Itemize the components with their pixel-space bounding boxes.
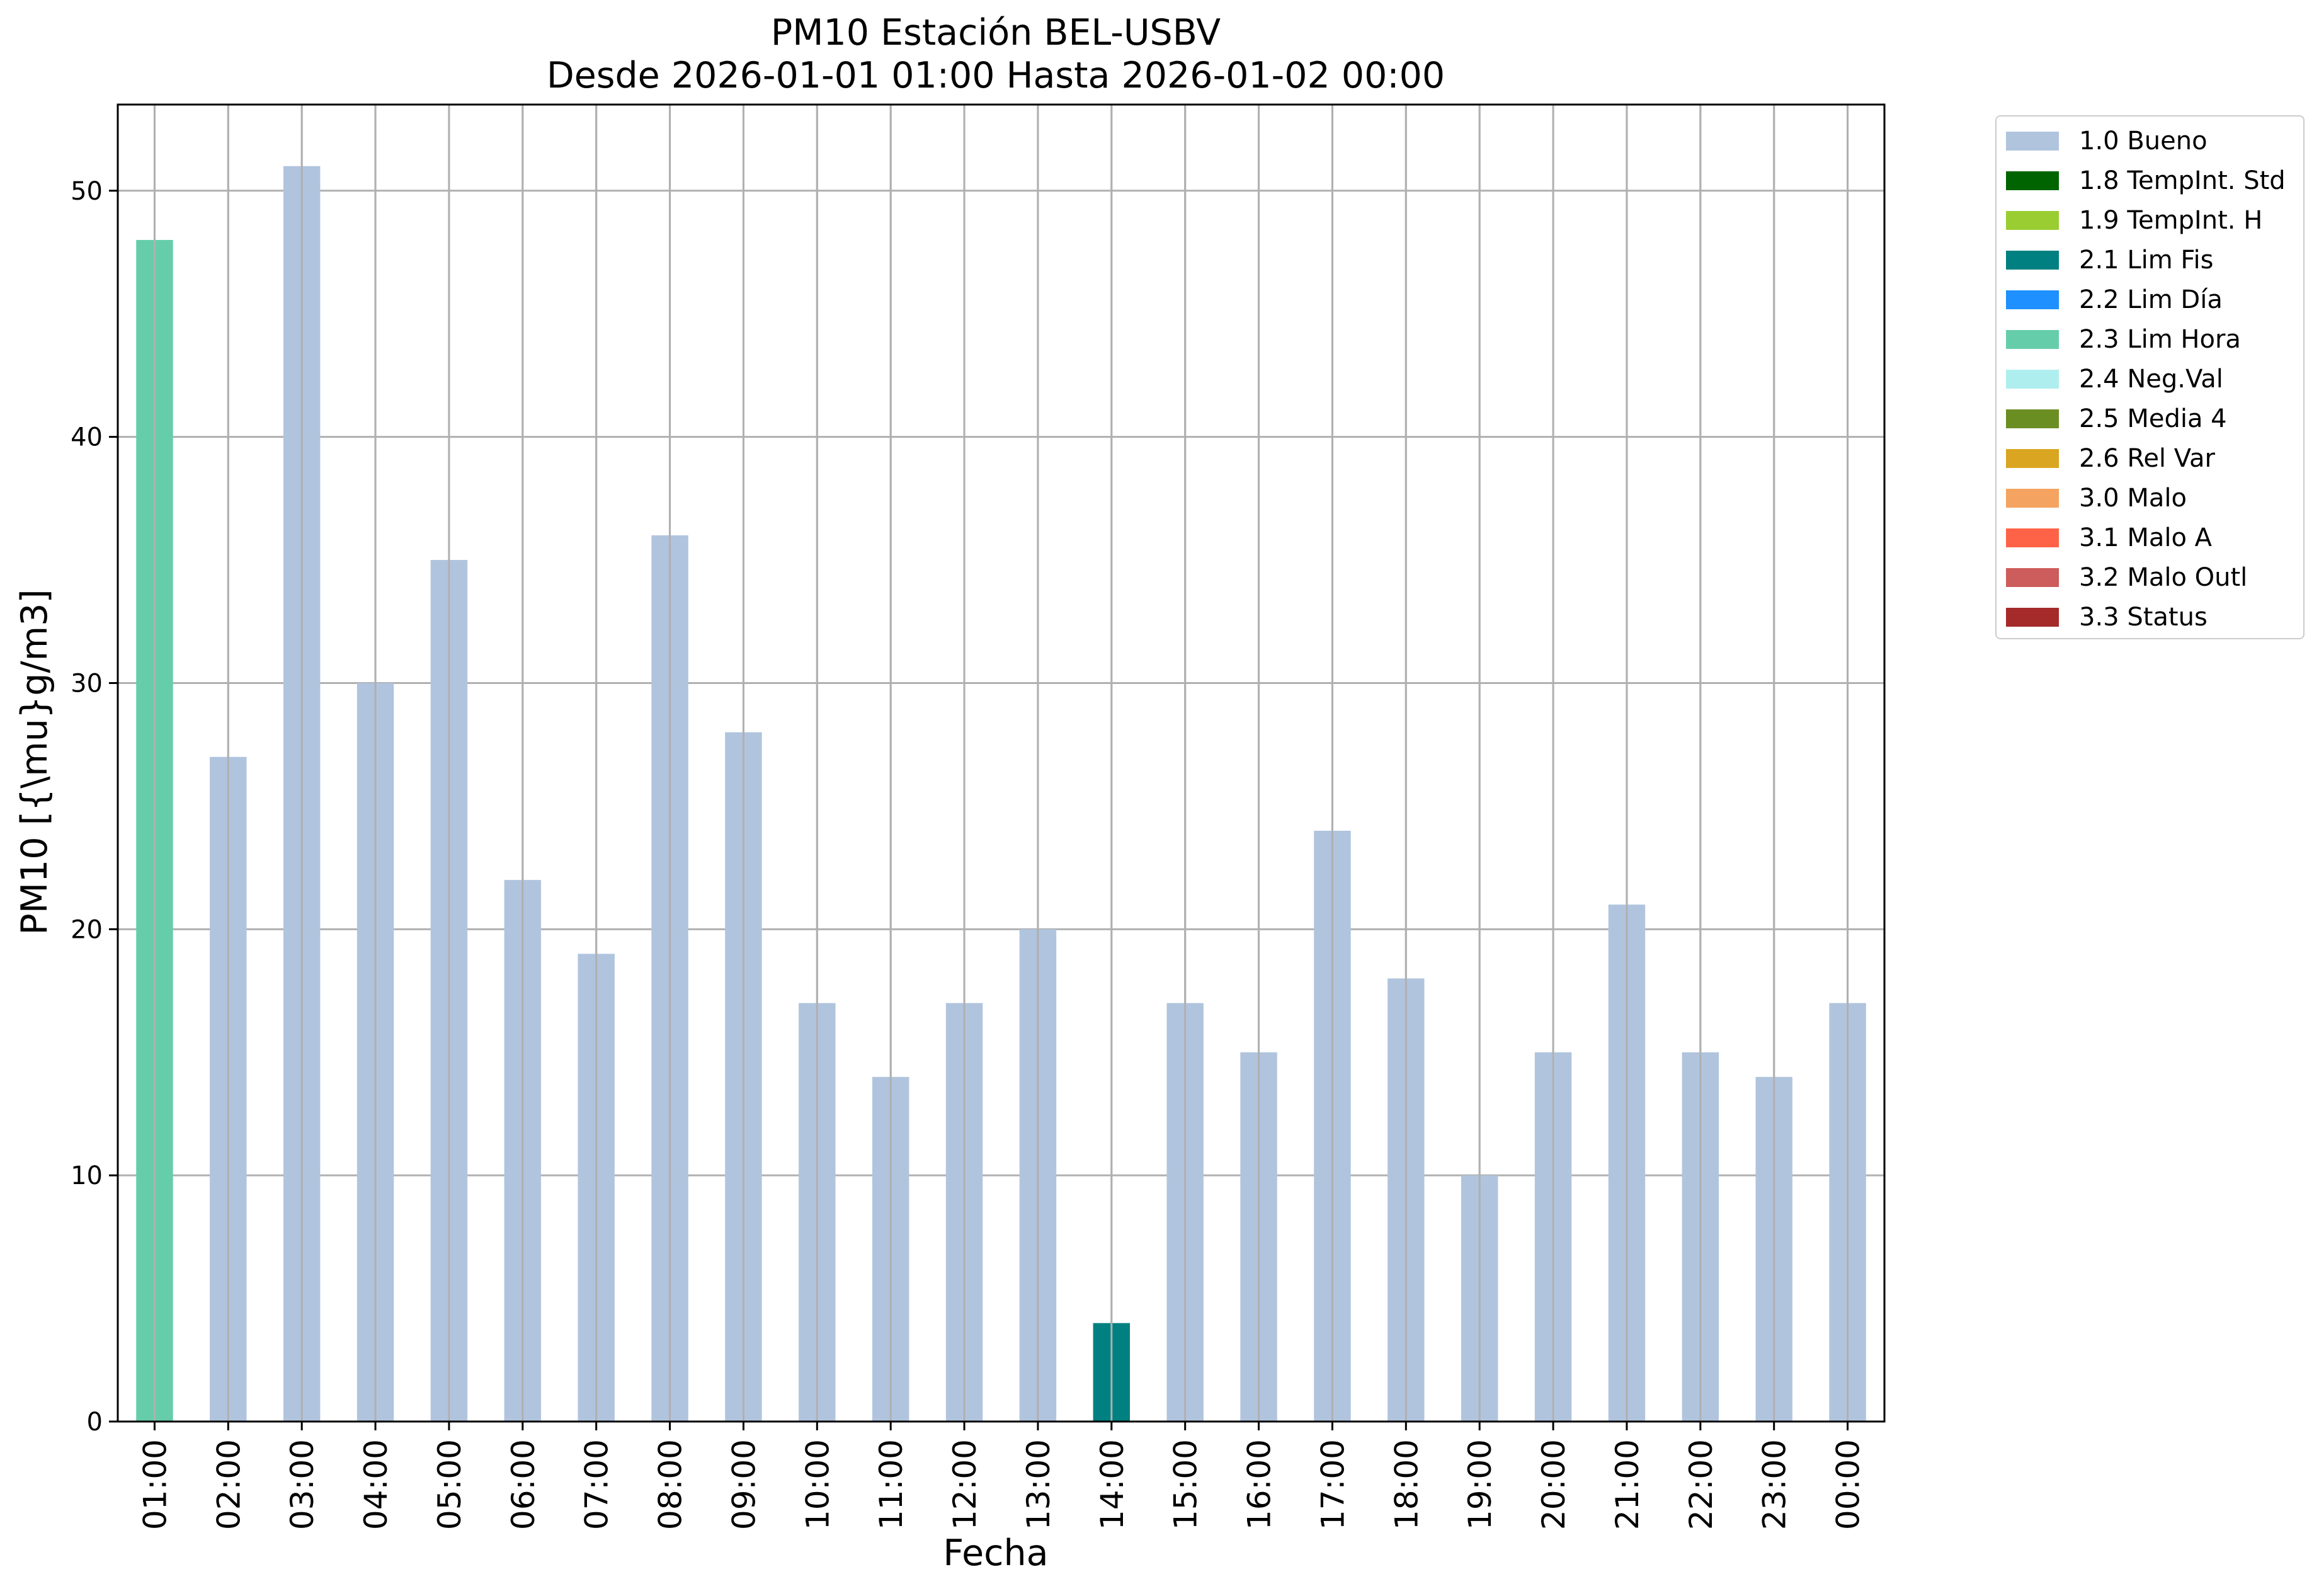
axis-ticks: 0 10 20 30 40 50 01:00 02:00 03:00 04:00 05:00 06:0… [71,177,1866,1530]
x-tick-label: 13:00 [1020,1439,1057,1530]
y-tick-label: 40 [71,423,103,452]
legend-swatch [2006,608,2059,627]
legend-item: 2.6 Rel Var [1997,443,2303,473]
legend-label: 2.4 Neg.Val [2079,365,2223,394]
x-tick-label: 20:00 [1536,1439,1572,1530]
y-axis-label: PM10 [{\mu}g/m3] [14,589,55,935]
legend-item: 3.3 Status [1997,601,2303,632]
legend: 1.0 Bueno 1.8 TempInt. Std 1.9 TempInt. H 2… [1995,115,2305,639]
x-tick-label: 23:00 [1757,1439,1793,1530]
x-tick-label: 12:00 [947,1439,983,1530]
legend-label: 3.0 Malo [2079,484,2187,513]
legend-label: 1.8 TempInt. Std [2079,166,2286,195]
legend-swatch [2006,251,2059,270]
legend-swatch [2006,409,2059,428]
x-tick-label: 19:00 [1462,1439,1498,1530]
x-tick-label: 10:00 [799,1439,836,1530]
legend-item: 3.2 Malo Outl [1997,562,2303,592]
legend-item: 3.0 Malo [1997,482,2303,513]
legend-label: 2.3 Lim Hora [2079,325,2241,354]
legend-swatch [2006,211,2059,230]
x-tick-label: 04:00 [358,1439,394,1530]
x-tick-label: 18:00 [1388,1439,1425,1530]
legend-swatch [2006,171,2059,190]
legend-label: 1.9 TempInt. H [2079,206,2263,235]
y-tick-label: 30 [71,669,103,698]
x-tick-label: 02:00 [210,1439,247,1530]
x-tick-label: 01:00 [137,1439,173,1530]
legend-swatch [2006,528,2059,547]
legend-label: 3.3 Status [2079,603,2208,632]
bars [136,105,1866,1422]
legend-swatch [2006,290,2059,309]
x-tick-label: 03:00 [284,1439,321,1530]
x-tick-label: 08:00 [652,1439,689,1530]
legend-label: 3.1 Malo A [2079,523,2213,552]
x-tick-label: 17:00 [1314,1439,1351,1530]
legend-item: 2.5 Media 4 [1997,403,2303,433]
y-tick-label: 0 [87,1408,103,1437]
legend-item: 1.0 Bueno [1997,125,2303,156]
legend-item: 1.9 TempInt. H [1997,205,2303,235]
legend-label: 2.5 Media 4 [2079,404,2227,433]
legend-label: 2.1 Lim Fis [2079,246,2214,275]
legend-swatch [2006,132,2059,151]
legend-item: 1.8 TempInt. Std [1997,165,2303,195]
legend-swatch [2006,489,2059,508]
y-tick-label: 10 [71,1161,103,1190]
plot-frame [117,103,1886,1423]
x-tick-label: 00:00 [1830,1439,1867,1530]
legend-swatch [2006,330,2059,349]
x-tick-label: 22:00 [1683,1439,1719,1530]
x-tick-label: 09:00 [726,1439,762,1530]
x-tick-label: 06:00 [505,1439,542,1530]
x-tick-label: 21:00 [1609,1439,1646,1530]
legend-item: 2.2 Lim Día [1997,284,2303,314]
legend-item: 2.3 Lim Hora [1997,324,2303,354]
x-axis-label: Fecha [943,1532,1049,1574]
y-tick-label: 50 [71,177,103,206]
x-tick-label: 07:00 [579,1439,615,1530]
x-tick-label: 16:00 [1241,1439,1278,1530]
x-tick-label: 15:00 [1168,1439,1204,1530]
legend-label: 3.2 Malo Outl [2079,563,2248,592]
x-tick-label: 05:00 [431,1439,468,1530]
legend-label: 2.2 Lim Día [2079,285,2223,314]
legend-swatch [2006,370,2059,389]
legend-swatch [2006,449,2059,468]
legend-label: 2.6 Rel Var [2079,444,2215,473]
legend-item: 2.4 Neg.Val [1997,363,2303,394]
legend-item: 3.1 Malo A [1997,522,2303,552]
legend-label: 1.0 Bueno [2079,127,2208,156]
chart-title: PM10 Estación BEL-USBV [770,12,1221,54]
y-tick-label: 20 [71,915,103,944]
legend-swatch [2006,568,2059,587]
legend-item: 2.1 Lim Fis [1997,244,2303,275]
chart-subtitle: Desde 2026-01-01 01:00 Hasta 2026-01-02 … [546,55,1445,96]
x-tick-label: 14:00 [1094,1439,1131,1530]
x-tick-label: 11:00 [873,1439,909,1530]
